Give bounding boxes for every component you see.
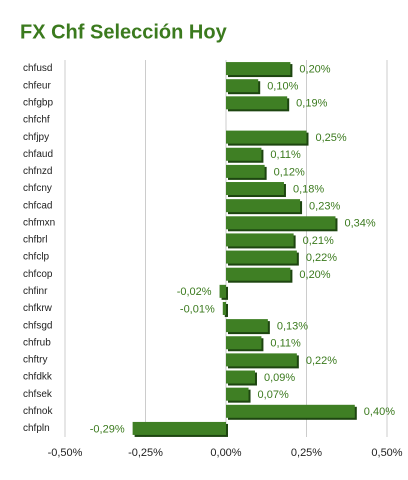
bar — [226, 79, 259, 93]
category-label: chfnok — [23, 406, 53, 417]
category-label: chfmxn — [23, 217, 55, 228]
category-label: chfgbp — [23, 97, 53, 108]
category-label: chfchf — [23, 115, 50, 126]
value-label: 0,23% — [309, 201, 340, 213]
category-label: chfcad — [23, 200, 52, 211]
value-label: 0,20% — [299, 63, 330, 75]
bar — [226, 387, 249, 401]
bar — [219, 284, 226, 298]
bar — [132, 421, 226, 435]
category-label: chfjpy — [23, 132, 49, 143]
value-label: 0,11% — [270, 338, 301, 350]
category-label: chfaud — [23, 149, 53, 160]
bar — [226, 267, 291, 281]
category-label: chfcny — [23, 183, 52, 194]
category-label: chfcop — [23, 269, 53, 280]
x-tick-label: -0,25% — [128, 447, 163, 459]
bar — [226, 199, 301, 213]
value-label: 0,19% — [296, 98, 327, 110]
bar — [226, 147, 262, 161]
category-label: chfpln — [23, 423, 50, 434]
bar — [226, 336, 262, 350]
category-label: chfsgd — [23, 320, 52, 331]
value-label: -0,02% — [177, 286, 212, 298]
value-label: -0,01% — [180, 303, 215, 315]
category-label: chfdkk — [23, 372, 53, 383]
bar — [226, 164, 265, 178]
category-label: chfusd — [23, 63, 52, 74]
category-label: chfrub — [23, 337, 51, 348]
category-label: chfclp — [23, 252, 50, 263]
x-tick-label: 0,50% — [371, 447, 402, 459]
category-label: chftry — [23, 355, 47, 366]
bar — [226, 96, 288, 110]
x-tick-label: -0,50% — [48, 447, 83, 459]
chart-title: FX Chf Selección Hoy — [20, 21, 228, 43]
category-label: chfinr — [23, 286, 48, 297]
bar — [226, 130, 307, 144]
bar — [226, 353, 297, 367]
bar — [222, 301, 226, 315]
value-label: 0,34% — [344, 218, 375, 230]
category-label: chfeur — [23, 80, 51, 91]
value-label: 0,21% — [303, 235, 334, 247]
value-label: 0,07% — [258, 389, 289, 401]
value-label: 0,22% — [306, 252, 337, 264]
x-tick-label: 0,25% — [291, 447, 322, 459]
value-label: 0,09% — [264, 372, 295, 384]
bar — [226, 62, 291, 76]
value-label: 0,13% — [277, 321, 308, 333]
bar — [226, 250, 297, 264]
category-label: chfnzd — [23, 166, 52, 177]
category-label: chfsek — [23, 389, 53, 400]
bar-shadow — [224, 303, 228, 317]
bar — [226, 319, 268, 333]
x-tick-label: 0,00% — [210, 447, 241, 459]
category-label: chfbrl — [23, 235, 47, 246]
value-label: 0,18% — [293, 183, 324, 195]
bar — [226, 370, 255, 384]
value-label: 0,22% — [306, 355, 337, 367]
value-label: 0,40% — [364, 406, 395, 418]
value-label: -0,29% — [90, 423, 125, 435]
value-label: 0,10% — [267, 81, 298, 93]
category-label: chfkrw — [23, 303, 53, 314]
bar — [226, 216, 336, 230]
value-label: 0,25% — [316, 132, 347, 144]
value-label: 0,12% — [274, 166, 305, 178]
value-label: 0,11% — [270, 149, 301, 161]
bar — [226, 233, 294, 247]
bar — [226, 404, 355, 418]
value-label: 0,20% — [299, 269, 330, 281]
bar — [226, 182, 284, 196]
